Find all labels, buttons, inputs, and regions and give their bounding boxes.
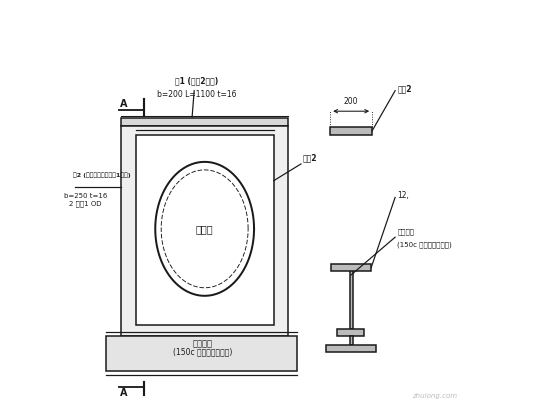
Text: zhulong.com: zhulong.com: [412, 393, 458, 399]
Text: 200: 200: [344, 97, 358, 106]
Bar: [106, 336, 297, 371]
Text: A: A: [120, 99, 128, 109]
Text: b=200 L=1100 t=16: b=200 L=1100 t=16: [157, 90, 236, 99]
Bar: [121, 126, 288, 336]
Text: 钢时型钢: 钢时型钢: [397, 228, 414, 235]
Bar: [350, 269, 353, 329]
Bar: [331, 264, 371, 271]
Bar: [326, 345, 376, 352]
Bar: [121, 118, 288, 126]
Text: (150c 热轧普通工字钢): (150c 热轧普通工字钢): [397, 241, 452, 248]
Text: 辅板2: 辅板2: [303, 153, 318, 162]
Text: 辅1 (与辅2共用): 辅1 (与辅2共用): [175, 76, 218, 85]
Bar: [136, 135, 274, 325]
Text: 2 块拼1 OD: 2 块拼1 OD: [69, 201, 101, 207]
Text: A: A: [120, 388, 128, 398]
Text: 钢子管: 钢子管: [196, 224, 213, 234]
Text: 辅时型钢: 辅时型钢: [193, 339, 213, 349]
Text: b=250 t=16: b=250 t=16: [64, 193, 107, 199]
Text: 辅板2: 辅板2: [397, 84, 412, 93]
Text: 12,: 12,: [397, 191, 409, 200]
Bar: [330, 127, 372, 135]
Text: 辅2 (与简支撑模板相同1层数): 辅2 (与简支撑模板相同1层数): [73, 172, 130, 178]
Text: (150c 热轧普通工字钢): (150c 热轧普通工字钢): [173, 347, 232, 356]
Bar: [350, 336, 353, 345]
Bar: [337, 329, 364, 336]
